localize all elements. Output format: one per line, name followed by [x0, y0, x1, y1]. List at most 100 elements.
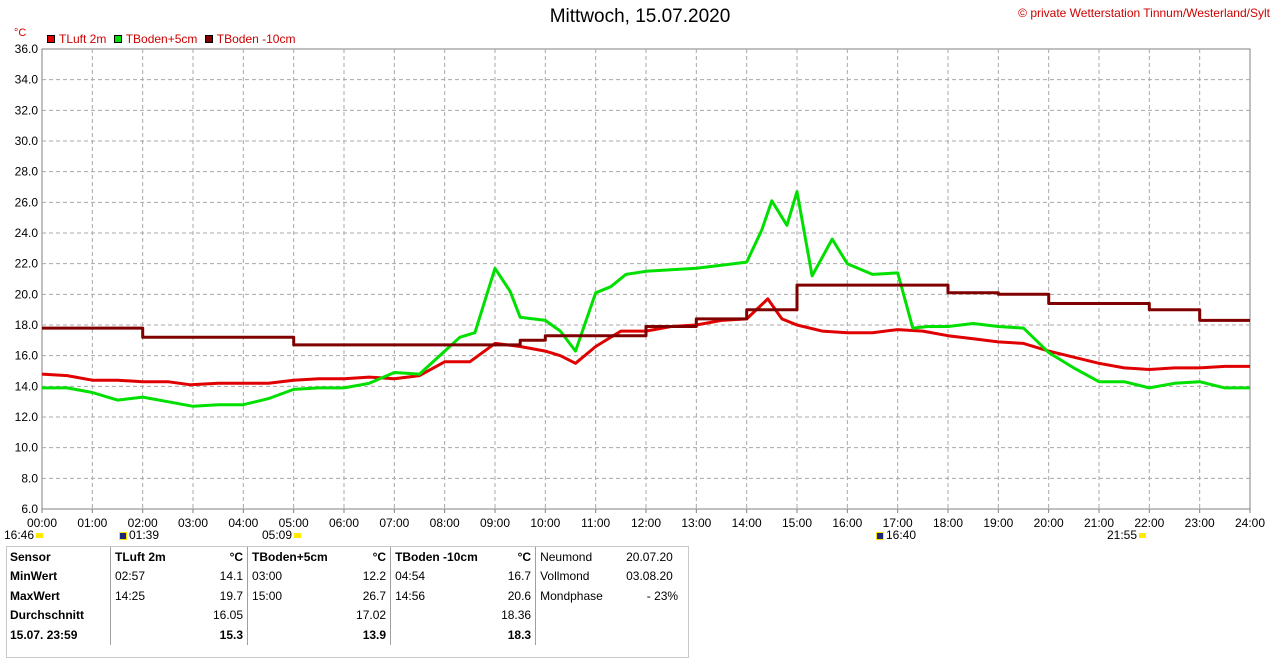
moon-full-label: Vollmond — [535, 566, 623, 586]
x-tick-label: 09:00 — [480, 516, 510, 530]
stats-row-min: MinWert 02:57 14.1 03:00 12.2 04:54 16.7… — [6, 566, 682, 586]
stats-header-b10: TBoden -10cm — [390, 547, 498, 567]
legend-item-tluft: TLuft 2m — [47, 32, 106, 46]
moon-full-date: 03.08.20 — [626, 569, 673, 584]
stats-avg-luft-value: 16.05 — [213, 608, 244, 623]
stats-max-b5-time: 15:00 — [247, 586, 353, 606]
stats-min-b5-time: 03:00 — [247, 566, 353, 586]
stats-avg-b10-value: 18.36 — [501, 608, 532, 623]
moon-new-label: Neumond — [535, 547, 623, 567]
x-tick-label: 17:00 — [883, 516, 913, 530]
y-tick-label: 22.0 — [15, 257, 39, 271]
stats-last-b5-value: 13.9 — [362, 627, 387, 642]
sun-icon — [294, 533, 302, 539]
y-tick-label: 26.0 — [15, 195, 39, 209]
legend-label-tluft: TLuft 2m — [59, 32, 107, 46]
stats-row-max: MaxWert 14:25 19.7 15:00 26.7 14:56 20.6… — [6, 586, 682, 606]
moon-phase-value: - 23% — [646, 588, 679, 603]
x-tick-label: 11:00 — [581, 516, 610, 530]
legend-swatch-tboden5 — [113, 35, 122, 43]
stats-header-b5-unit: °C — [372, 549, 387, 564]
stats-max-luft-value: 19.7 — [219, 588, 244, 603]
legend-label-tboden10: TBoden -10cm — [216, 32, 296, 46]
stats-header-luft-unit: °C — [229, 549, 244, 564]
moon-phase-label: Mondphase — [535, 586, 623, 606]
y-tick-label: 32.0 — [15, 103, 39, 117]
stats-row-avg: Durchschnitt 16.05 17.02 18.36 — [6, 605, 682, 625]
y-tick-label: 8.0 — [21, 471, 38, 485]
y-axis-unit: °C — [14, 27, 27, 39]
series-line-tboden10 — [42, 283, 1250, 347]
legend-swatch-tluft — [47, 35, 55, 43]
y-tick-label: 36.0 — [15, 42, 39, 56]
y-tick-label: 24.0 — [15, 226, 39, 240]
stats-avg-label: Durchschnitt — [10, 608, 85, 623]
plot-area — [41, 48, 1251, 510]
moon-icon — [119, 531, 127, 540]
x-tick-label: 07:00 — [379, 516, 409, 530]
x-tick-label: 10:00 — [530, 516, 560, 530]
y-tick-label: 6.0 — [21, 502, 38, 516]
x-tick-label: 14:00 — [732, 516, 762, 530]
stats-max-b10-time: 14:56 — [390, 586, 498, 606]
stats-header-sensor: Sensor — [10, 549, 51, 564]
x-tick-label: 08:00 — [430, 516, 460, 530]
y-tick-label: 28.0 — [15, 165, 39, 179]
legend: TLuft 2m TBoden+5cm TBoden -10cm — [47, 32, 299, 46]
x-tick-label: 18:00 — [933, 516, 963, 530]
stats-table: Sensor TLuft 2m °C TBoden+5cm °C TBoden … — [6, 547, 682, 645]
chart-title: Mittwoch, 15.07.2020 — [549, 6, 731, 27]
stats-min-luft-value: 14.1 — [219, 569, 244, 584]
stats-min-luft-time: 02:57 — [110, 566, 209, 586]
y-tick-label: 34.0 — [15, 73, 39, 87]
x-tick-label: 12:00 — [631, 516, 661, 530]
x-tick-label: 22:00 — [1134, 516, 1164, 530]
stats-min-b5-value: 12.2 — [362, 569, 387, 584]
x-tick-label: 19:00 — [983, 516, 1013, 530]
stats-header-row: Sensor TLuft 2m °C TBoden+5cm °C TBoden … — [6, 547, 682, 567]
series-line-tboden5 — [42, 190, 1250, 408]
legend-swatch-tboden10 — [204, 35, 213, 43]
sunrise-marker: 05:09 — [262, 528, 302, 542]
legend-label-tboden5: TBoden+5cm — [125, 32, 198, 46]
sunset-prev-marker: 16:46 — [4, 528, 44, 542]
moon-new-date: 20.07.20 — [626, 549, 673, 564]
stats-last-label: 15.07. 23:59 — [10, 627, 78, 642]
stats-max-b10-value: 20.6 — [507, 588, 532, 603]
sunset-prev-time: 16:46 — [4, 528, 35, 542]
stats-avg-b5-value: 17.02 — [356, 608, 387, 623]
y-tick-label: 20.0 — [15, 287, 39, 301]
x-tick-label: 20:00 — [1034, 516, 1064, 530]
stats-min-label: MinWert — [10, 569, 58, 584]
stats-max-luft-time: 14:25 — [110, 586, 209, 606]
y-tick-label: 18.0 — [15, 318, 39, 332]
x-tick-label: 03:00 — [178, 516, 208, 530]
stats-last-luft-value: 15.3 — [219, 627, 244, 642]
stats-max-label: MaxWert — [10, 588, 60, 603]
sunset-time: 21:55 — [1107, 528, 1138, 542]
y-tick-label: 16.0 — [15, 349, 39, 363]
moonset-time: 01:39 — [129, 528, 160, 542]
copyright-notice: © private Wetterstation Tinnum/Westerlan… — [1018, 6, 1270, 20]
stats-row-last: 15.07. 23:59 15.3 13.9 18.3 — [6, 625, 682, 645]
temperature-chart: 6.0 8.0 10.0 12.0 14.0 16.0 18.0 20.0 22.0 24.0 26… — [15, 42, 1266, 530]
moonrise-time: 16:40 — [886, 528, 917, 542]
x-tick-label: 04:00 — [228, 516, 258, 530]
x-tick-label: 05:00 — [279, 516, 309, 530]
x-tick-label: 24:00 — [1235, 516, 1265, 530]
x-tick-label: 00:00 — [27, 516, 57, 530]
x-tick-label: 16:00 — [832, 516, 862, 530]
y-tick-label: 10.0 — [15, 441, 39, 455]
x-tick-label: 15:00 — [782, 516, 812, 530]
moonset-marker: 01:39 — [119, 528, 159, 542]
x-tick-label: 21:00 — [1084, 516, 1114, 530]
legend-item-tboden10: TBoden -10cm — [204, 32, 296, 46]
stats-header-luft: TLuft 2m — [110, 547, 209, 567]
sunset-marker: 21:55 — [1107, 528, 1147, 542]
sunrise-time: 05:09 — [262, 528, 293, 542]
y-tick-label: 14.0 — [15, 379, 39, 393]
x-tick-label: 23:00 — [1185, 516, 1215, 530]
sun-icon — [1139, 533, 1147, 539]
stats-header-b10-unit: °C — [517, 549, 532, 564]
stats-last-b10-value: 18.3 — [507, 627, 532, 642]
